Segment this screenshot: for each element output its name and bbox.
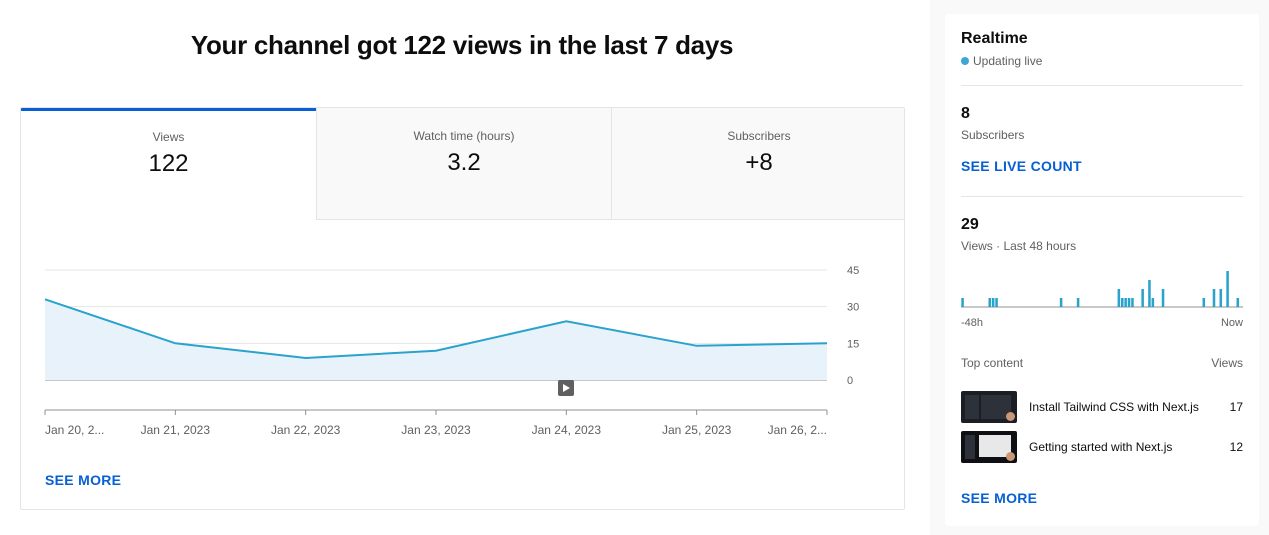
x-axis: Jan 20, 2... Jan 21, 2023 Jan 22, 2023 Jan … (44, 409, 828, 437)
views-chart: 45 30 15 0 Jan 20, 2... Jan 21, 2023 Jan 22, … (21, 220, 904, 460)
page-headline: Your channel got 122 views in the last 7… (190, 30, 734, 60)
realtime-bar (991, 298, 995, 307)
video-views: 17 (1229, 400, 1243, 414)
realtime-bar (1124, 298, 1127, 307)
realtime-bar (1219, 289, 1223, 307)
tab-value: +8 (745, 149, 773, 176)
realtime-bar (1202, 298, 1206, 307)
overview-card: Views 122 Watch time (hours) 3.2 Subscri… (20, 107, 905, 510)
subscriber-count: 8 (961, 105, 970, 122)
x-tick-label: Jan 25, 2023 (662, 423, 732, 437)
tab-subscribers[interactable]: Subscribers +8 (611, 108, 904, 220)
divider (961, 196, 1243, 197)
x-tick-label: Jan 21, 2023 (141, 423, 211, 437)
x-tick-label: Jan 23, 2023 (401, 423, 471, 437)
see-more-top-content-button[interactable]: SEE MORE (961, 490, 1038, 506)
live-status-text: Updating live (973, 54, 1043, 68)
views-count: 29 (961, 216, 979, 233)
video-title: Getting started with Next.js (1029, 440, 1173, 454)
views-label: Views · Last 48 hours (961, 239, 1077, 253)
x-tick-label: Jan 20, 2... (45, 423, 104, 437)
top-content-label: Top content (961, 356, 1024, 370)
bar-axis-start: -48h (961, 317, 984, 329)
play-icon[interactable] (558, 380, 574, 396)
x-tick-label: Jan 24, 2023 (532, 423, 602, 437)
top-content-item[interactable]: Getting started with Next.js 12 (961, 431, 1243, 463)
see-live-count-button[interactable]: SEE LIVE COUNT (961, 158, 1082, 174)
video-views: 12 (1229, 440, 1243, 454)
top-content-views-label: Views (1211, 356, 1243, 370)
realtime-bar-chart (961, 271, 1243, 308)
tab-label: Subscribers (727, 129, 791, 143)
realtime-title: Realtime (961, 30, 1028, 47)
x-tick-label: Jan 26, 2... (768, 423, 827, 437)
y-tick-label: 15 (847, 338, 859, 350)
realtime-bar (1148, 280, 1151, 307)
realtime-bar (1127, 298, 1131, 307)
realtime-bar (1076, 298, 1080, 307)
metric-tabs: Views 122 Watch time (hours) 3.2 Subscri… (21, 108, 904, 220)
tab-watch-time[interactable]: Watch time (hours) 3.2 (316, 108, 611, 220)
subscriber-label: Subscribers (961, 128, 1025, 142)
bar-axis-end: Now (1220, 317, 1243, 329)
live-dot-icon (961, 57, 969, 65)
realtime-bar (1059, 298, 1063, 307)
realtime-bar (1117, 289, 1121, 307)
views-area (45, 299, 827, 380)
y-axis: 45 30 15 0 (847, 265, 859, 387)
y-tick-label: 0 (847, 375, 853, 387)
realtime-bar (1120, 298, 1124, 307)
realtime-bar (1141, 289, 1144, 307)
realtime-bar (1236, 298, 1240, 307)
tab-value: 122 (148, 150, 189, 177)
realtime-card: Realtime Updating live 8 Subscribers SEE… (945, 14, 1259, 526)
video-thumbnail (961, 431, 1017, 463)
realtime-bar (995, 298, 998, 307)
live-status: Updating live (961, 54, 1042, 68)
realtime-bar (1212, 289, 1216, 307)
views-line (44, 298, 828, 360)
realtime-bar (988, 298, 992, 307)
realtime-bar (961, 298, 964, 307)
y-tick-label: 30 (847, 302, 859, 314)
tab-label: Views (152, 130, 185, 144)
tab-label: Watch time (hours) (413, 129, 515, 143)
see-more-button[interactable]: SEE MORE (45, 472, 122, 488)
realtime-bar (1131, 298, 1134, 307)
y-tick-label: 45 (847, 265, 859, 277)
top-content-header: Top content Views (961, 356, 1243, 370)
video-title: Install Tailwind CSS with Next.js (1029, 400, 1199, 414)
video-thumbnail (961, 391, 1017, 423)
top-content-item[interactable]: Install Tailwind CSS with Next.js 17 (961, 391, 1243, 423)
tab-value: 3.2 (447, 149, 481, 176)
views-chart-svg: 45 30 15 0 Jan 20, 2... Jan 21, 2023 Jan 22, … (44, 265, 859, 437)
realtime-bar (1151, 298, 1155, 307)
x-tick-label: Jan 22, 2023 (271, 423, 341, 437)
realtime-bar (1226, 271, 1229, 307)
realtime-bar (1161, 289, 1165, 307)
tab-views[interactable]: Views 122 (21, 108, 316, 220)
divider (961, 85, 1243, 86)
